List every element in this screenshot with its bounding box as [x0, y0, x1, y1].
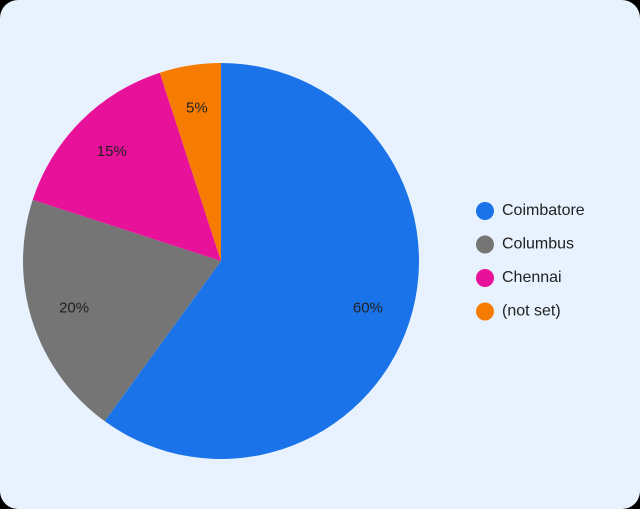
- legend-marker[interactable]: [476, 269, 494, 287]
- slice-label: 60%: [353, 300, 383, 317]
- slice-label: 15%: [97, 143, 127, 160]
- legend-label[interactable]: (not set): [502, 303, 561, 320]
- slice-label: 20%: [59, 300, 89, 317]
- slice-label: 5%: [186, 99, 208, 116]
- legend-label[interactable]: Coimbatore: [502, 202, 585, 219]
- legend-marker[interactable]: [476, 235, 494, 254]
- pie-slice: [159, 63, 221, 261]
- legend-marker[interactable]: [476, 302, 494, 321]
- legend-label[interactable]: Columbus: [502, 236, 574, 253]
- pie-slice: [32, 72, 221, 261]
- legend-label[interactable]: Chennai: [502, 269, 562, 286]
- pie-slice: [104, 63, 420, 460]
- legend-marker[interactable]: [476, 202, 494, 220]
- pie-slice: [23, 199, 222, 422]
